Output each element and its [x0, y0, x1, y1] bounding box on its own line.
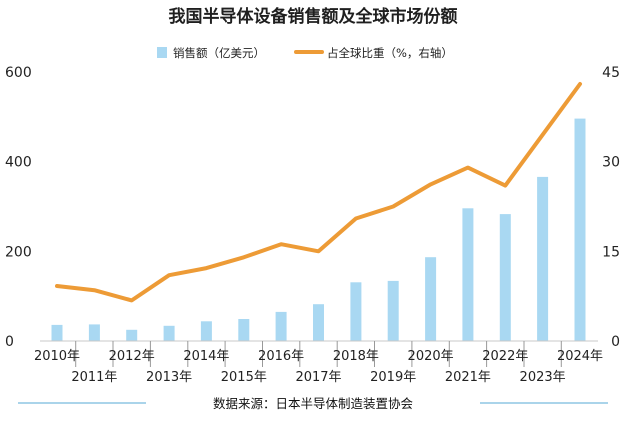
line-series	[55, 82, 582, 303]
line-point	[56, 285, 58, 287]
line-point	[504, 185, 506, 187]
x-tick-label: 2020年	[408, 349, 454, 364]
line-point	[280, 243, 282, 245]
x-tick-label: 2016年	[258, 349, 304, 364]
x-tick-label: 2015年	[221, 370, 267, 385]
line-point	[93, 289, 95, 291]
x-tick-label: 2019年	[370, 370, 416, 385]
line-point	[430, 183, 432, 185]
y-right-tick-label: 15	[602, 244, 620, 260]
legend-line-label: 占全球比重（%，右轴）	[327, 46, 453, 60]
bar	[462, 208, 474, 341]
bar	[200, 321, 212, 341]
bar	[425, 257, 437, 341]
legend-bar-label: 销售额（亿美元）	[173, 46, 265, 60]
bar	[350, 282, 362, 341]
x-tick-label: 2023年	[520, 370, 566, 385]
bar	[313, 304, 324, 341]
bar	[126, 329, 138, 341]
y-right-tick-label: 45	[602, 65, 620, 81]
line-point	[131, 299, 133, 301]
bar	[387, 280, 399, 341]
x-tick-label: 2013年	[146, 370, 192, 385]
line-point	[392, 205, 394, 208]
right-axis: 0 15 30 45	[602, 65, 620, 350]
x-tick-label: 2022年	[482, 349, 528, 364]
y-left-tick-label: 0	[5, 334, 14, 350]
line-point	[355, 217, 357, 220]
x-tick-label: 2018年	[333, 349, 379, 364]
line-point	[467, 167, 469, 169]
line-point	[317, 250, 320, 252]
source-note: 数据来源：日本半导体制造装置协会	[213, 396, 414, 411]
bar	[537, 176, 549, 341]
bar	[163, 325, 175, 341]
bar	[51, 324, 63, 341]
x-tick-label: 2024年	[557, 349, 603, 364]
y-right-tick-label: 30	[602, 155, 620, 171]
legend-bar-swatch	[157, 47, 167, 58]
y-left-tick-label: 200	[5, 244, 32, 260]
y-left-tick-label: 400	[5, 155, 32, 171]
legend: 销售额（亿美元） 占全球比重（%，右轴）	[157, 46, 453, 60]
x-tick-label: 2011年	[71, 370, 117, 385]
x-tick-label: 2021年	[445, 370, 491, 385]
line-point	[579, 83, 581, 85]
y-right-tick-label: 0	[611, 334, 620, 350]
bar	[238, 319, 250, 341]
x-tick-label: 2014年	[183, 349, 229, 364]
line-point	[205, 267, 207, 269]
y-left-tick-label: 600	[5, 65, 32, 81]
chart-title: 我国半导体设备销售额及全球市场份额	[169, 6, 458, 27]
bar	[574, 118, 586, 341]
bar	[88, 324, 100, 341]
line-point	[168, 274, 170, 276]
x-tick-label: 2010年	[34, 349, 80, 364]
x-tick-label: 2012年	[109, 349, 155, 364]
left-axis: 0 200 400 600	[5, 65, 32, 350]
line-point	[243, 256, 245, 258]
bar-series	[51, 118, 586, 341]
bar	[499, 214, 511, 341]
line-point	[542, 134, 544, 136]
bar	[275, 311, 287, 341]
x-axis: 2010年 2011年 2012年 2013年 2014年 2015年 2016年 2017年…	[34, 341, 603, 385]
x-tick-label: 2017年	[295, 370, 341, 385]
